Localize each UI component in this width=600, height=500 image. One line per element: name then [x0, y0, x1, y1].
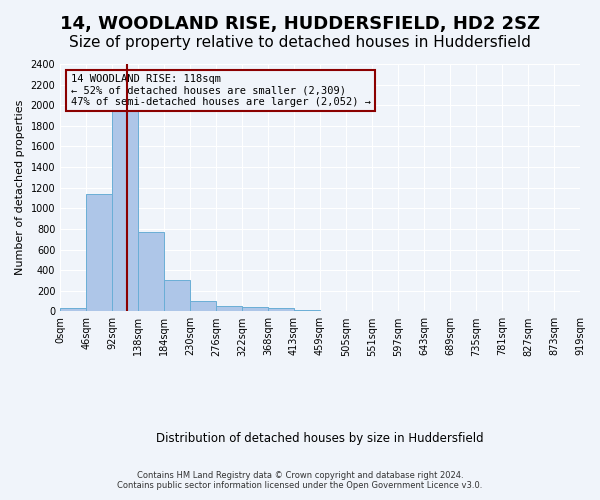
Bar: [216, 306, 242, 312]
Bar: [190, 301, 216, 312]
Bar: [268, 308, 295, 312]
Bar: [242, 308, 268, 312]
Text: Size of property relative to detached houses in Huddersfield: Size of property relative to detached ho…: [69, 35, 531, 50]
Bar: [86, 194, 112, 312]
Y-axis label: Number of detached properties: Number of detached properties: [15, 100, 25, 276]
X-axis label: Distribution of detached houses by size in Huddersfield: Distribution of detached houses by size …: [156, 432, 484, 445]
Text: 14 WOODLAND RISE: 118sqm
← 52% of detached houses are smaller (2,309)
47% of sem: 14 WOODLAND RISE: 118sqm ← 52% of detach…: [71, 74, 371, 107]
Bar: [294, 310, 320, 312]
Text: Contains HM Land Registry data © Crown copyright and database right 2024.
Contai: Contains HM Land Registry data © Crown c…: [118, 470, 482, 490]
Bar: [138, 232, 164, 312]
Bar: [60, 308, 86, 312]
Bar: [164, 280, 190, 312]
Text: 14, WOODLAND RISE, HUDDERSFIELD, HD2 2SZ: 14, WOODLAND RISE, HUDDERSFIELD, HD2 2SZ: [60, 15, 540, 33]
Bar: [112, 110, 138, 312]
